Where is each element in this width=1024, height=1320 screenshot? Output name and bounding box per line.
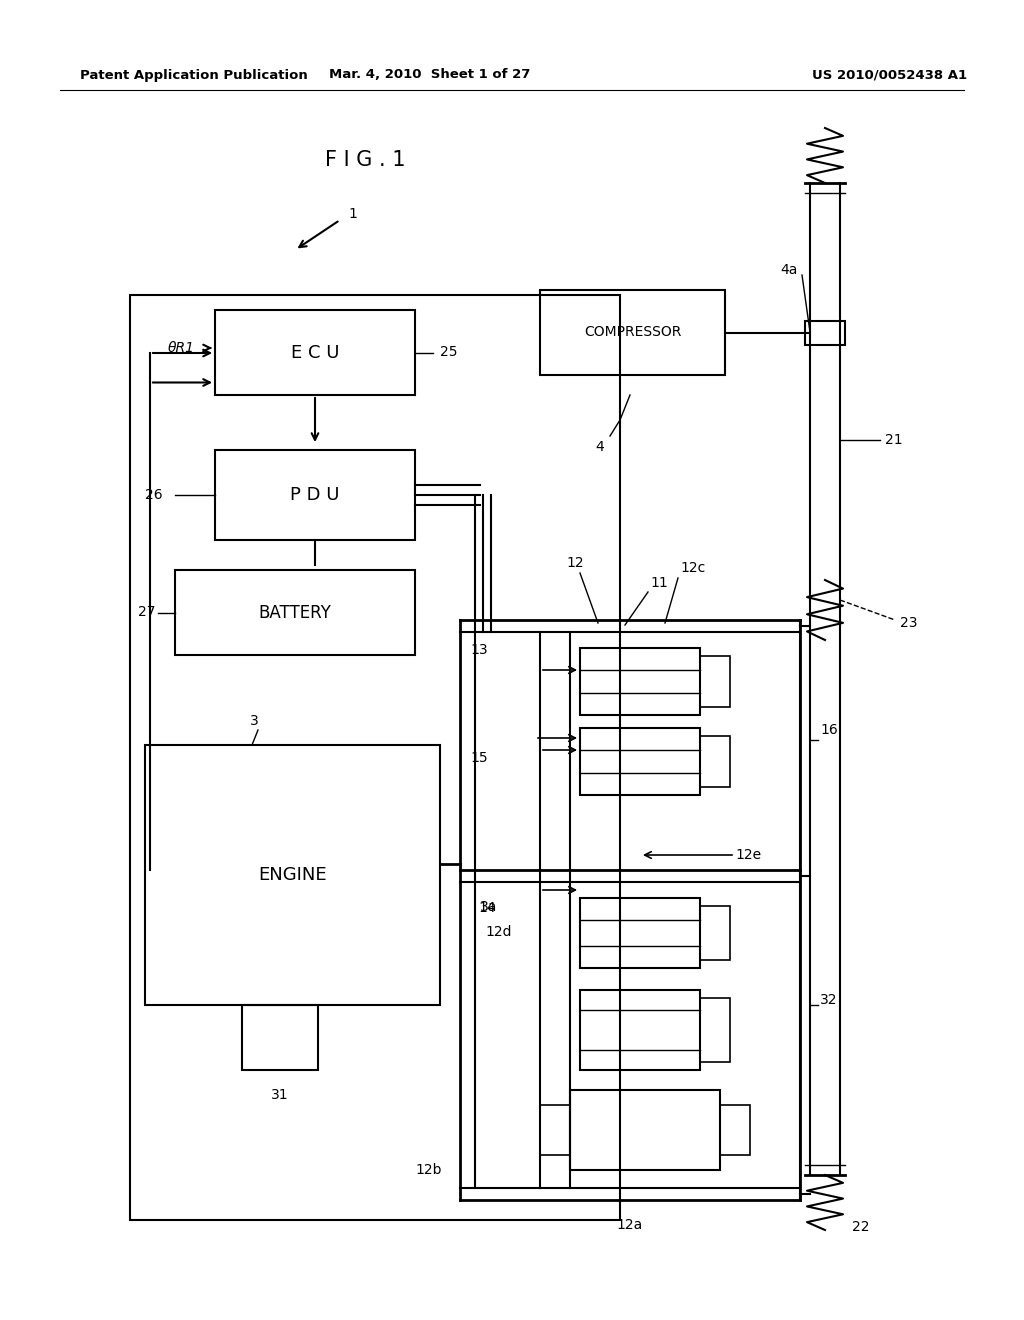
Text: 14: 14 (478, 902, 496, 915)
Bar (580, 648, 700, 715)
Text: 15: 15 (470, 751, 487, 766)
Bar (130, 294, 620, 1220)
Text: 25: 25 (440, 346, 458, 359)
Text: 12b: 12b (416, 1163, 442, 1177)
Text: ENGINE: ENGINE (258, 866, 327, 884)
Bar (805, 321, 845, 345)
Bar (215, 310, 415, 395)
Bar (580, 729, 700, 795)
Bar (580, 990, 700, 1071)
Bar (700, 656, 730, 708)
Text: 26: 26 (145, 488, 163, 502)
Text: 12d: 12d (485, 925, 512, 939)
Text: BATTERY: BATTERY (259, 603, 332, 622)
Text: 13: 13 (470, 643, 487, 657)
Bar (580, 898, 700, 968)
Text: 3a: 3a (480, 900, 498, 913)
Bar (720, 1105, 750, 1155)
Text: 4: 4 (596, 440, 604, 454)
Text: 23: 23 (900, 616, 918, 630)
Text: 12c: 12c (680, 561, 706, 576)
Bar (570, 1090, 720, 1170)
Bar (175, 570, 415, 655)
Text: 27: 27 (138, 606, 156, 619)
Text: 4a: 4a (780, 263, 798, 277)
Bar (700, 737, 730, 787)
Text: 3: 3 (250, 714, 259, 729)
Text: P D U: P D U (290, 486, 340, 504)
Text: F I G . 1: F I G . 1 (325, 150, 406, 170)
Bar (540, 290, 725, 375)
Text: Mar. 4, 2010  Sheet 1 of 27: Mar. 4, 2010 Sheet 1 of 27 (330, 69, 530, 82)
Bar (145, 744, 440, 1005)
Bar (215, 450, 415, 540)
Text: 12: 12 (566, 556, 584, 570)
Text: 22: 22 (852, 1220, 869, 1234)
Text: 31: 31 (271, 1088, 289, 1102)
Text: θR1: θR1 (168, 341, 195, 355)
Text: 11: 11 (650, 576, 668, 590)
Text: 12e: 12e (735, 847, 761, 862)
Text: 16: 16 (820, 723, 838, 737)
Text: COMPRESSOR: COMPRESSOR (584, 326, 681, 339)
Text: 12a: 12a (616, 1218, 643, 1232)
Text: 1: 1 (348, 207, 357, 220)
Text: E C U: E C U (291, 343, 339, 362)
Text: Patent Application Publication: Patent Application Publication (80, 69, 308, 82)
Text: 32: 32 (820, 993, 838, 1007)
Text: 21: 21 (885, 433, 902, 447)
Bar (540, 1105, 570, 1155)
Bar (700, 998, 730, 1063)
Text: US 2010/0052438 A1: US 2010/0052438 A1 (812, 69, 968, 82)
Bar (700, 906, 730, 960)
Bar (242, 1005, 318, 1071)
